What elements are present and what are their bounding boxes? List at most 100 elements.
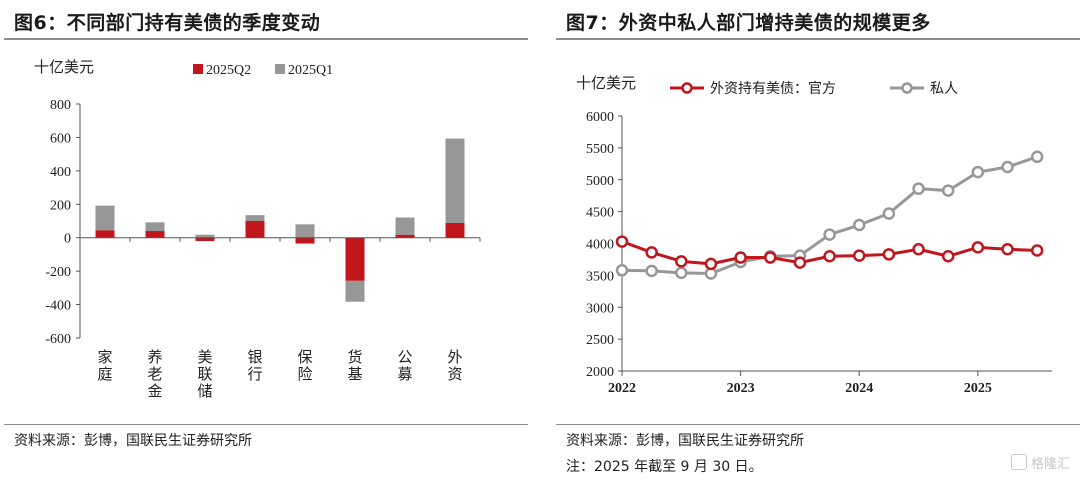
legend-label-official: 外资持有美债：官方 [710, 81, 836, 97]
bar-2025q2-7 [445, 223, 465, 238]
bar-2025q2-6 [395, 234, 415, 238]
bar-2025q2-0 [95, 230, 115, 238]
left-bar-chart: 十亿美元 2025Q2 2025Q1 -600 -400 -200 0 200 400 600 80… [34, 58, 481, 400]
left-panel: 图6：不同部门持有美债的季度变动 十亿美元 2025Q2 2025Q1 -600 -40… [0, 0, 528, 480]
data-point-official [912, 242, 925, 256]
right-note-text: 注：2025 年截至 9 月 30 日。 [566, 459, 763, 475]
data-point-private [615, 264, 629, 277]
category-label-char: 银 [247, 348, 262, 366]
data-point-private [675, 266, 688, 280]
data-point-private [912, 182, 925, 195]
bar-2025q2-5 [345, 237, 365, 281]
data-point-official [823, 250, 836, 263]
bar-2025q1-1 [145, 222, 165, 232]
data-point-private [1001, 160, 1014, 174]
data-point-official [1030, 244, 1044, 257]
category-label-char: 货 [347, 348, 362, 366]
bar-2025q2-4 [295, 237, 315, 244]
data-point-private [941, 184, 955, 197]
left-unit-label: 十亿美元 [34, 58, 94, 76]
left-y-tick-label: 0 [64, 232, 71, 247]
bar-2025q2-1 [145, 231, 165, 238]
right-x-tick-label: 2023 [727, 381, 755, 396]
category-label-char: 联 [197, 365, 212, 383]
bar-2025q1-0 [95, 205, 115, 231]
right-y-tick-label: 5500 [586, 142, 614, 157]
right-x-tick-label: 2022 [608, 381, 636, 396]
right-y-tick-label: 2000 [586, 365, 614, 380]
category-label-char: 金 [147, 382, 162, 400]
right-y-tick-label: 4500 [586, 206, 614, 221]
data-point-private [882, 207, 896, 220]
watermark-text: 格隆汇 [1030, 457, 1070, 472]
data-point-official [675, 255, 688, 268]
category-label-char: 储 [197, 382, 212, 400]
right-panel: 图7：外资中私人部门增持美债的规模更多 十亿美元 外资持有美债：官方 私人 2000 2… [552, 0, 1080, 480]
data-point-official [941, 250, 955, 263]
right-x-tick-label: 2025 [964, 381, 992, 396]
left-y-tick-label: 600 [50, 131, 71, 146]
legend-label-private: 私人 [930, 81, 958, 97]
left-y-tick-label: -600 [45, 332, 71, 347]
right-unit-label: 十亿美元 [576, 74, 636, 92]
category-label-char: 家 [97, 348, 112, 366]
data-point-private [823, 228, 836, 241]
category-label-char: 养 [147, 348, 162, 366]
left-y-tick-label: 800 [50, 98, 71, 113]
bar-2025q1-6 [395, 217, 415, 235]
data-point-private [852, 218, 866, 232]
data-point-private [645, 264, 658, 278]
data-point-official [704, 257, 718, 271]
bar-2025q1-3 [245, 215, 265, 221]
left-figure-title: 图6：不同部门持有美债的季度变动 [14, 12, 321, 34]
legend-label-2025q2: 2025Q2 [206, 63, 251, 78]
data-point-private [1030, 150, 1044, 164]
right-source-text: 资料来源：彭博，国联民生证券研究所 [566, 433, 804, 449]
legend-marker-official [681, 82, 693, 94]
data-point-official [882, 248, 896, 261]
legend-swatch-2025q2 [193, 64, 203, 74]
right-y-tick-label: 6000 [586, 110, 614, 125]
left-source-rule [4, 424, 528, 425]
category-label-char: 公 [397, 348, 412, 366]
category-label-char: 庭 [97, 365, 112, 383]
right-line-chart: 十亿美元 外资持有美债：官方 私人 2000 2500 3000 3500 4000 4500 5… [576, 74, 1052, 396]
data-point-official [1001, 242, 1014, 256]
data-point-official [734, 251, 747, 264]
bar-2025q1-2 [195, 234, 215, 238]
category-label-char: 资 [447, 365, 462, 383]
bar-2025q1-7 [445, 138, 465, 224]
right-y-tick-label: 4000 [586, 238, 614, 253]
right-y-tick-label: 3000 [586, 301, 614, 316]
right-figure-title: 图7：外资中私人部门增持美债的规模更多 [566, 12, 931, 34]
right-x-tick-label: 2024 [845, 381, 873, 396]
left-y-tick-label: 400 [50, 165, 71, 180]
right-y-tick-label: 5000 [586, 174, 614, 189]
data-point-official [793, 256, 807, 269]
right-y-tick-label: 2500 [586, 333, 614, 348]
category-label-char: 美 [197, 348, 212, 366]
data-point-official [852, 249, 866, 262]
bar-2025q2-3 [245, 221, 265, 238]
bar-2025q2-2 [195, 237, 215, 242]
category-label-char: 基 [347, 365, 362, 383]
watermark-logo: 格隆汇 [1010, 453, 1070, 472]
left-title-rule [4, 38, 528, 40]
bar-2025q1-4 [295, 224, 315, 238]
left-source-text: 资料来源：彭博，国联民生证券研究所 [14, 433, 252, 449]
right-title-rule [556, 38, 1080, 40]
legend-marker-private [901, 82, 913, 94]
watermark-icon [1010, 454, 1027, 470]
category-label-char: 外 [447, 348, 462, 366]
left-y-tick-label: -400 [45, 299, 71, 314]
data-point-official [971, 241, 985, 254]
data-point-official [764, 251, 777, 264]
legend-swatch-2025q1 [275, 64, 285, 74]
legend-label-2025q1: 2025Q1 [288, 63, 333, 78]
right-y-tick-label: 3500 [586, 269, 614, 284]
category-label-char: 行 [247, 365, 262, 383]
left-y-tick-label: 200 [50, 198, 71, 213]
category-label-char: 老 [147, 365, 162, 383]
category-label-char: 募 [397, 365, 412, 383]
data-point-private [971, 165, 985, 179]
